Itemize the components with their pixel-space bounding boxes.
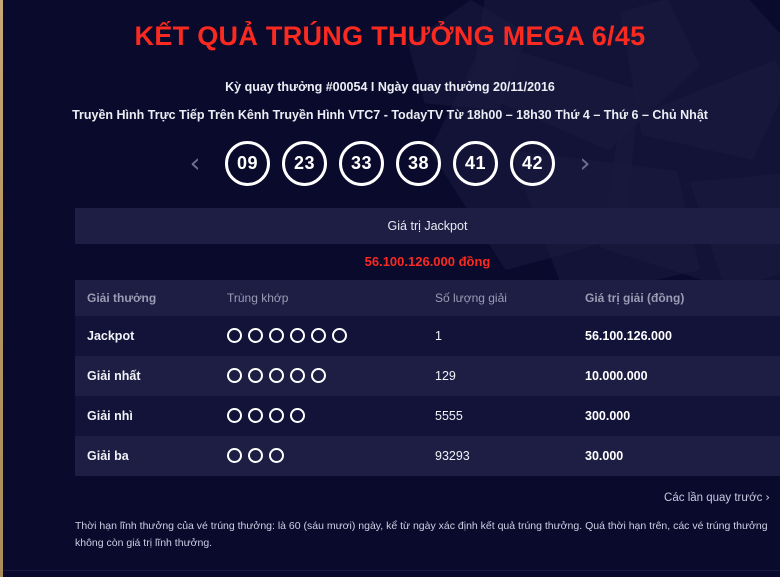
winning-number-ball: 38 — [396, 140, 441, 186]
jackpot-value: 56.100.126.000 đồng — [364, 254, 491, 270]
winner-count: 93293 — [435, 448, 470, 463]
match-dots — [227, 368, 435, 384]
winner-count: 129 — [435, 368, 456, 383]
page-title: KẾT QUẢ TRÚNG THƯỞNG MEGA 6/45 — [134, 21, 646, 51]
previous-draws-label: Các lần quay trước — [664, 491, 763, 504]
match-dot-icon — [248, 408, 263, 424]
match-dot-icon — [227, 408, 242, 424]
table-header-row: Giải thưởng Trùng khớp Số lượng giải Giá… — [75, 279, 780, 316]
chevron-right-icon: › — [765, 489, 770, 504]
draw-info-line: Kỳ quay thưởng #00054 I Ngày quay thưởng… — [225, 79, 555, 94]
previous-draws-row: Các lần quay trước › — [75, 476, 780, 506]
prize-name: Giải nhì — [87, 408, 133, 423]
match-dot-icon — [248, 328, 263, 344]
winning-numbers-carousel: ‹ 09 23 33 38 41 42 › — [0, 140, 780, 186]
match-dot-icon — [269, 328, 284, 344]
match-dot-icon — [290, 368, 305, 384]
broadcast-info-line: Truyền Hình Trực Tiếp Trên Kênh Truyền H… — [72, 107, 708, 122]
jackpot-section: Giá trị Jackpot 56.100.126.000 đồng — [75, 207, 780, 280]
table-row: Giải nhất 129 10.000.000 — [75, 355, 780, 396]
table-row: Giải ba 93293 30.000 — [75, 435, 780, 476]
match-dot-icon — [269, 408, 284, 424]
prize-name: Jackpot — [87, 328, 135, 343]
match-dot-icon — [290, 408, 305, 424]
match-dot-icon — [311, 368, 326, 384]
left-edge-accent-strip — [0, 0, 3, 577]
column-header-matches: Trùng khớp — [227, 290, 289, 305]
match-dot-icon — [269, 368, 284, 384]
winning-number-ball: 23 — [282, 140, 327, 186]
winner-count: 1 — [435, 328, 442, 343]
column-header-value: Giá trị giải (đồng) — [585, 290, 685, 305]
chevron-left-icon[interactable]: ‹ — [189, 147, 201, 179]
prize-value: 30.000 — [585, 448, 624, 463]
winning-number-ball: 33 — [339, 140, 384, 186]
column-header-prize: Giải thưởng — [87, 290, 157, 305]
match-dot-icon — [227, 448, 242, 464]
match-dots — [227, 408, 435, 424]
prize-table: Giải thưởng Trùng khớp Số lượng giải Giá… — [75, 279, 780, 476]
match-dot-icon — [311, 328, 326, 344]
table-row: Jackpot 1 56.100.126.000 — [75, 315, 780, 356]
match-dot-icon — [227, 328, 242, 344]
claim-period-note: Thời hạn lĩnh thưởng của vé trúng thưởng… — [75, 519, 768, 549]
prize-value: 300.000 — [585, 408, 631, 423]
winning-number-ball: 42 — [510, 140, 555, 186]
bottom-divider — [3, 570, 780, 571]
column-header-count: Số lượng giải — [435, 290, 507, 305]
match-dot-icon — [227, 368, 242, 384]
winner-count: 5555 — [435, 408, 463, 423]
prize-value: 10.000.000 — [585, 368, 648, 383]
match-dot-icon — [269, 448, 284, 464]
prize-value: 56.100.126.000 — [585, 328, 672, 343]
chevron-right-icon[interactable]: › — [579, 147, 591, 179]
winning-number-ball: 41 — [453, 140, 498, 186]
match-dots — [227, 448, 435, 464]
previous-draws-link[interactable]: Các lần quay trước › — [664, 489, 770, 504]
prize-name: Giải ba — [87, 448, 129, 463]
match-dot-icon — [248, 448, 263, 464]
table-row: Giải nhì 5555 300.000 — [75, 395, 780, 436]
match-dot-icon — [248, 368, 263, 384]
winning-number-ball: 09 — [225, 140, 270, 186]
match-dot-icon — [290, 328, 305, 344]
prize-name: Giải nhất — [87, 368, 141, 383]
match-dots — [227, 328, 435, 344]
jackpot-label: Giá trị Jackpot — [75, 207, 780, 244]
match-dot-icon — [332, 328, 347, 344]
